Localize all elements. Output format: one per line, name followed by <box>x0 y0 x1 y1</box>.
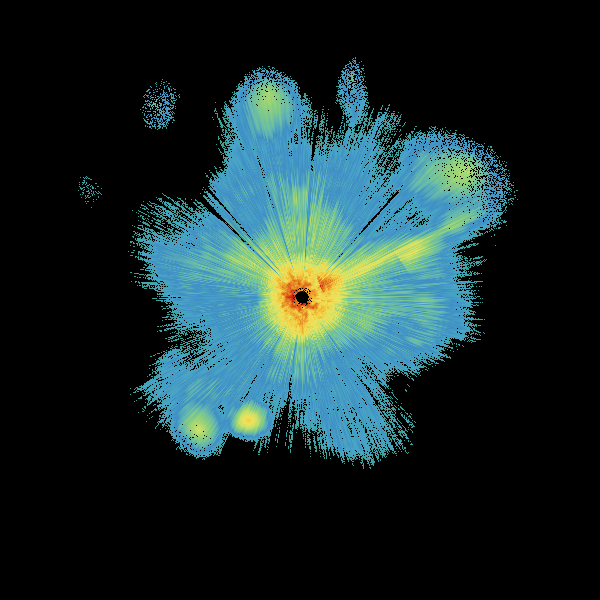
radar-reflectivity-view[interactable]: Radar Reflectivity dBZ radar-site reflec… <box>0 0 600 600</box>
radar-reflectivity-canvas[interactable] <box>0 0 600 600</box>
